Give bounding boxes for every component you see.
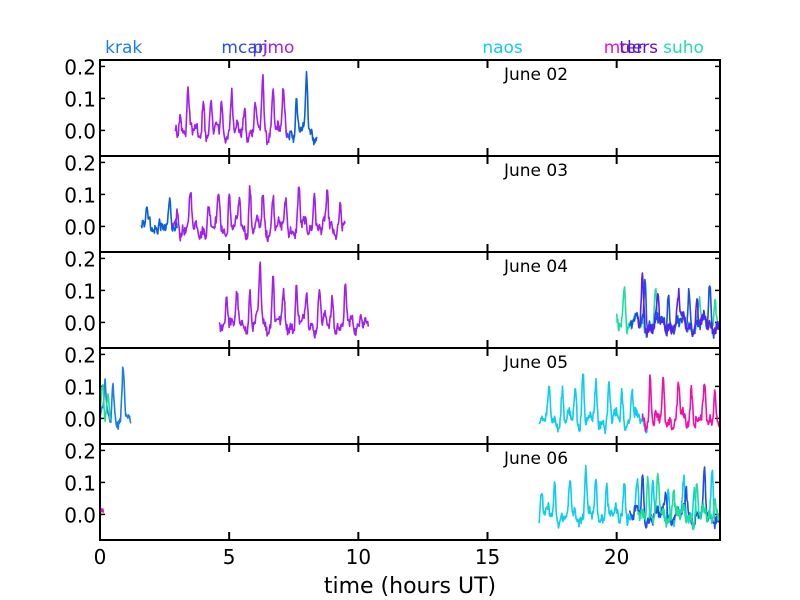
panel-frame (99, 443, 721, 541)
panel-date-label: June 06 (503, 449, 568, 469)
x-tick-label: 15 (475, 545, 500, 569)
x-axis-label: time (hours UT) (324, 574, 496, 599)
station-label: mcar (221, 38, 264, 58)
series-line (171, 185, 346, 243)
x-tick-label: 0 (94, 545, 107, 569)
station-label: suho (663, 38, 704, 58)
series-line (218, 261, 370, 339)
panel: 0.0 0.1 0.2 June 06 (64, 439, 721, 541)
y-tick-label: 0.2 (64, 151, 96, 175)
panels: 0.00.10.2 June 020.00.10.2 June 030.00.10.… (64, 55, 721, 541)
panel-series (218, 261, 720, 340)
panel: 0.0 0.1 0.2 June 04 (64, 247, 721, 349)
station-label: pi (252, 38, 268, 58)
panel-series (100, 366, 720, 435)
series-line (140, 197, 178, 235)
station-label: naos (482, 38, 523, 58)
y-tick-label: 0.1 (64, 471, 96, 495)
panel-date-label: June 04 (503, 257, 568, 277)
panel: 0.0 0.1 0.2 June 03 (64, 151, 721, 253)
series-line (285, 70, 318, 146)
panel: 0.0 0.1 0.2 June 02 (64, 55, 721, 157)
panel-frame (99, 59, 721, 157)
series-line (100, 366, 132, 431)
y-tick-label: 0.1 (64, 183, 96, 207)
x-tick-label: 20 (604, 545, 629, 569)
panel-frame (99, 155, 721, 253)
y-tick-label: 0.0 (64, 503, 96, 527)
y-tick-label: 0.2 (64, 55, 96, 79)
y-tick-label: 0.1 (64, 375, 96, 399)
y-tick-label: 0.2 (64, 439, 96, 463)
y-tick-label: 0.1 (64, 279, 96, 303)
panel-frame (99, 347, 721, 445)
panel-date-label: June 05 (503, 353, 568, 373)
y-tick-label: 0.1 (64, 87, 96, 111)
x-axis: 0 5 10 15 20 (94, 545, 630, 569)
station-label: lers (627, 38, 658, 58)
y-tick-label: 0.0 (64, 215, 96, 239)
y-tick-label: 0.0 (64, 119, 96, 143)
y-tick-label: 0.0 (64, 311, 96, 335)
station-label: jmo (262, 38, 295, 58)
panel-series (100, 464, 720, 531)
station-label: mo (604, 38, 631, 58)
series-line (636, 472, 720, 531)
series-line (174, 73, 290, 146)
series-line (100, 383, 111, 423)
y-tick-label: 0.2 (64, 343, 96, 367)
panel-series (140, 185, 346, 243)
panel-series (174, 70, 318, 146)
panel-date-label: June 02 (503, 65, 568, 85)
series-line (538, 373, 648, 435)
x-tick-label: 5 (223, 545, 236, 569)
y-tick-label: 0.0 (64, 407, 96, 431)
x-tick-label: 10 (346, 545, 371, 569)
y-tick-label: 0.2 (64, 247, 96, 271)
series-line (636, 272, 720, 338)
station-label: krak (105, 38, 142, 58)
series-line (641, 374, 720, 432)
station-label: ter (619, 38, 643, 58)
panel-date-label: June 03 (503, 161, 568, 181)
panel: 0.0 0.1 0.2 June 05 (64, 343, 721, 445)
